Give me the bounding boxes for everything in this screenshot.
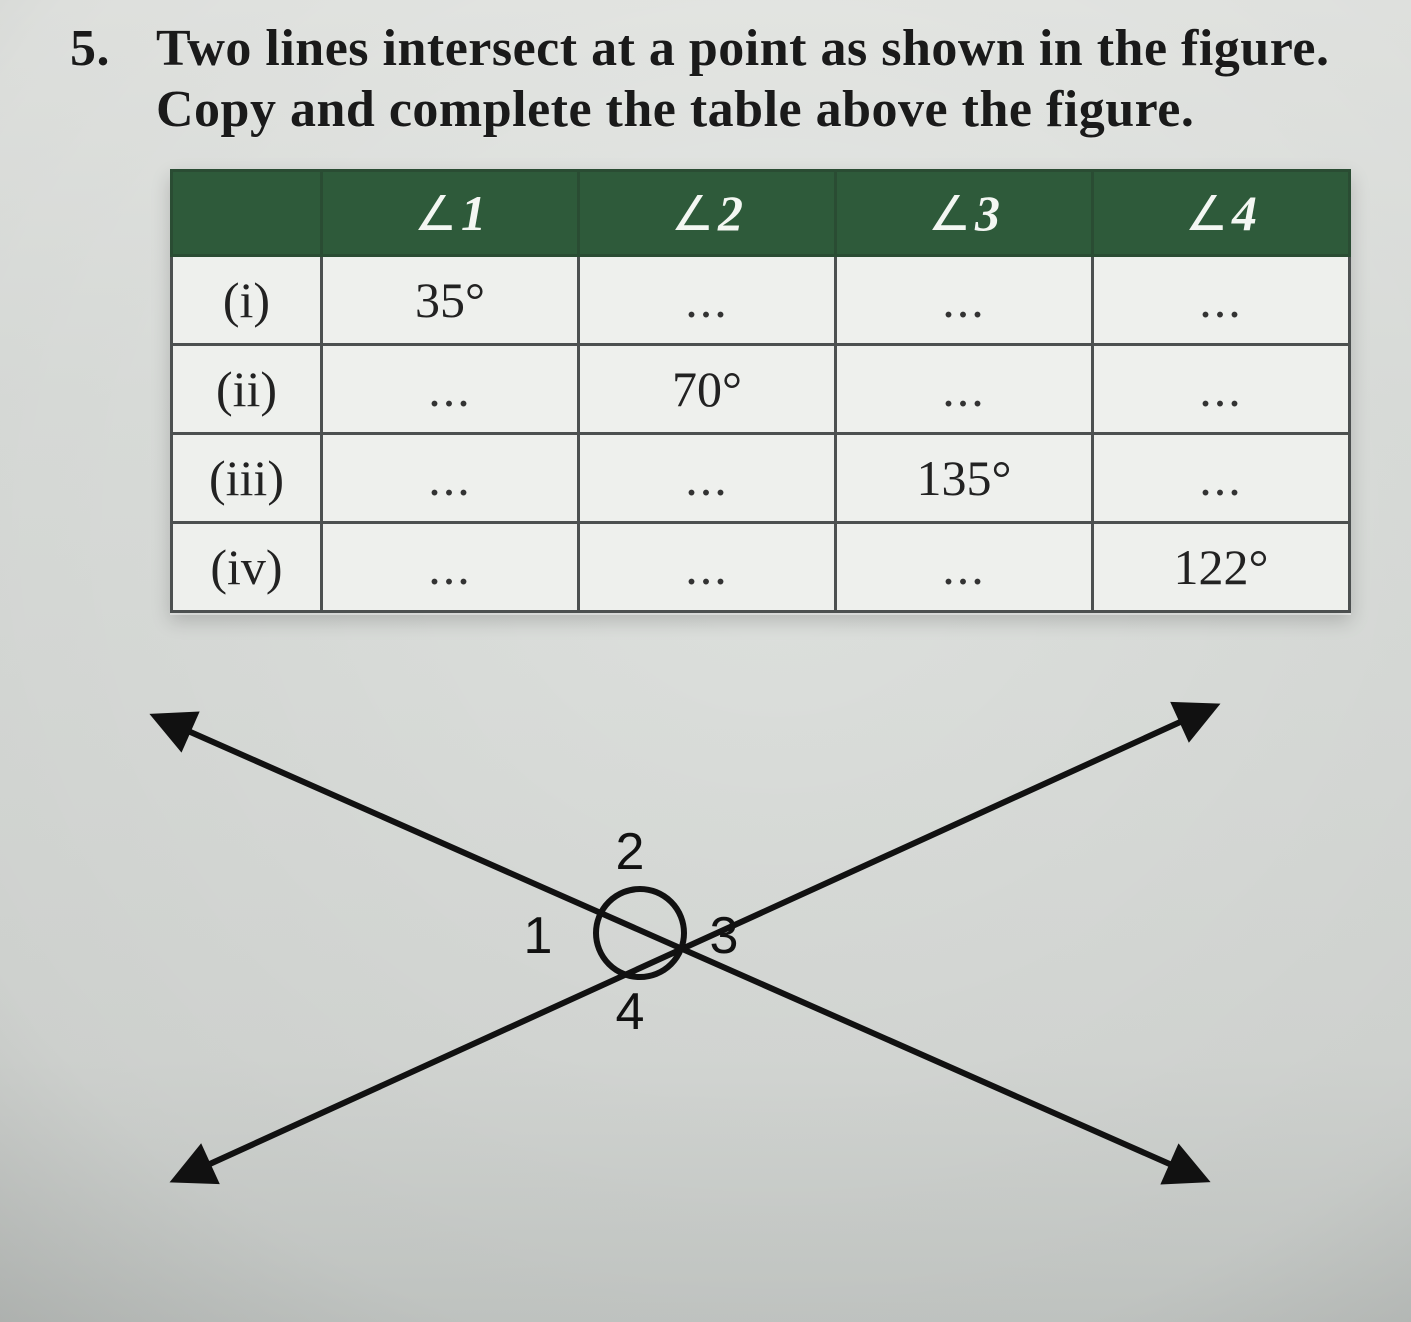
angle-label-1: 1 xyxy=(524,907,553,965)
angle-table-wrap: ∠1 ∠2 ∠3 ∠4 (i) 35° xyxy=(170,169,1350,613)
table-header-row: ∠1 ∠2 ∠3 ∠4 xyxy=(172,170,1350,255)
figure-svg: 1 2 3 4 xyxy=(140,653,1340,1213)
col-angle-4: ∠4 xyxy=(1093,170,1350,255)
cell-ii-4 xyxy=(1093,344,1350,433)
table-corner-cell xyxy=(172,170,322,255)
cell-i-1: 35° xyxy=(322,255,579,344)
question: 5. Two lines intersect at a point as sho… xyxy=(70,18,1371,141)
question-number: 5. xyxy=(70,18,128,141)
line-2 xyxy=(190,713,1200,1173)
cell-iv-3 xyxy=(836,522,1093,611)
cell-ii-2: 70° xyxy=(579,344,836,433)
cell-iv-4: 122° xyxy=(1093,522,1350,611)
table-body: (i) 35° (ii) 70° (iii) 135 xyxy=(172,255,1350,611)
cell-i-3 xyxy=(836,255,1093,344)
table-row: (i) 35° xyxy=(172,255,1350,344)
cell-i-2 xyxy=(579,255,836,344)
table-row: (iii) 135° xyxy=(172,433,1350,522)
cell-iii-1 xyxy=(322,433,579,522)
angle-table: ∠1 ∠2 ∠3 ∠4 (i) 35° xyxy=(170,169,1351,613)
cell-iv-2 xyxy=(579,522,836,611)
cell-ii-1 xyxy=(322,344,579,433)
cell-iii-4 xyxy=(1093,433,1350,522)
col-angle-2: ∠2 xyxy=(579,170,836,255)
cell-iii-2 xyxy=(579,433,836,522)
cell-iii-3: 135° xyxy=(836,433,1093,522)
angle-label-4: 4 xyxy=(616,983,645,1041)
col-angle-1: ∠1 xyxy=(322,170,579,255)
angle-label-3: 3 xyxy=(710,907,739,965)
angle-label-2: 2 xyxy=(616,823,645,881)
question-text: Two lines intersect at a point as shown … xyxy=(156,18,1371,141)
intersecting-lines-figure: 1 2 3 4 xyxy=(140,653,1340,1213)
cell-i-4 xyxy=(1093,255,1350,344)
row-label-iv: (iv) xyxy=(172,522,322,611)
row-label-iii: (iii) xyxy=(172,433,322,522)
col-angle-3: ∠3 xyxy=(836,170,1093,255)
page: 5. Two lines intersect at a point as sho… xyxy=(0,0,1411,1322)
row-label-i: (i) xyxy=(172,255,322,344)
table-row: (ii) 70° xyxy=(172,344,1350,433)
cell-ii-3 xyxy=(836,344,1093,433)
table-row: (iv) 122° xyxy=(172,522,1350,611)
row-label-ii: (ii) xyxy=(172,344,322,433)
cell-iv-1 xyxy=(322,522,579,611)
